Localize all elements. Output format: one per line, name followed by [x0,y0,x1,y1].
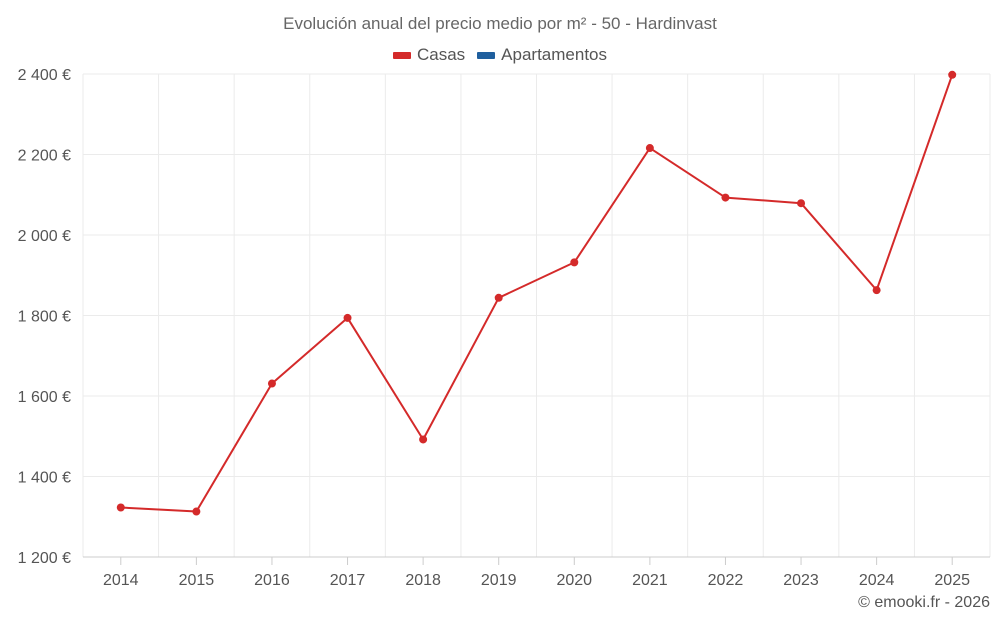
legend-swatch-apartamentos [477,51,496,59]
x-tick-label: 2024 [859,572,895,589]
y-tick-label: 1 800 € [18,309,71,326]
data-point-casas [645,144,654,153]
y-tick-label: 2 000 € [18,228,71,245]
data-point-casas [872,286,881,295]
data-point-casas [419,435,428,444]
legend-label-casas: Casas [416,45,466,64]
legend-swatch-casas [392,51,411,59]
legend-entry-casas[interactable]: Casas [392,45,466,65]
x-tick-label: 2016 [254,572,290,589]
x-tick-label: 2022 [708,572,744,589]
data-point-casas [721,193,730,202]
y-tick-label: 1 600 € [18,389,71,406]
legend-label-apartamentos: Apartamentos [501,45,608,64]
y-tick-label: 2 200 € [18,148,71,165]
data-point-casas [267,379,276,388]
data-point-casas [116,503,125,512]
y-tick-label: 1 400 € [18,470,71,487]
legend-entry-apartamentos[interactable]: Apartamentos [477,45,607,65]
x-tick-label: 2025 [934,572,970,589]
legend: Casas Apartamentos [0,45,1000,65]
x-tick-label: 2018 [405,572,441,589]
data-point-casas [494,293,503,302]
x-tick-label: 2023 [783,572,819,589]
x-tick-label: 2014 [103,572,139,589]
data-point-casas [570,258,579,267]
x-tick-label: 2021 [632,572,668,589]
x-tick-label: 2015 [179,572,215,589]
data-point-casas [192,507,201,516]
x-tick-label: 2019 [481,572,517,589]
x-tick-label: 2020 [556,572,592,589]
chart-title: Evolución anual del precio medio por m² … [283,14,717,33]
data-point-casas [948,70,957,79]
data-point-casas [343,313,352,322]
data-point-casas [797,199,806,208]
series-line-casas [120,74,954,513]
y-tick-label: 2 400 € [18,67,71,84]
y-tick-label: 1 200 € [18,550,71,567]
credit-text: © emooki.fr - 2026 [858,594,990,611]
x-tick-label: 2017 [330,572,366,589]
